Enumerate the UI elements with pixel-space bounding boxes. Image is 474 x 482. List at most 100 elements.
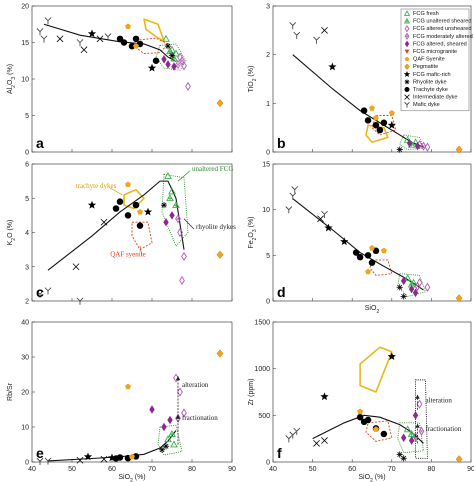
qaf-envelope: [359, 346, 393, 393]
annotation-label: trachyte dykes: [76, 182, 117, 190]
trachyte-envelope: [369, 259, 393, 276]
y-tick-label: 4: [25, 230, 29, 237]
point-fcg-fresh: [170, 440, 178, 448]
point-fcg-alt-unsh: [181, 251, 187, 262]
y-tick-label: 10: [21, 425, 29, 432]
point-fcg-alt-sh: [408, 284, 415, 294]
panel-f: 0 500 1000 1500 40 50 60 70 80 90 Zr (ppm) SiO2 (%)…: [248, 320, 474, 482]
point-trachyte: [364, 252, 372, 259]
point-inter: [313, 439, 320, 447]
y-tick-label: 20: [21, 4, 29, 11]
fcg-envelope: [157, 424, 183, 456]
annotation-leader: [183, 218, 195, 230]
point-fcg-unalt-sh: [172, 201, 180, 209]
point-pegmatite: [455, 145, 463, 154]
trend-line: [43, 23, 177, 62]
point-inter: [100, 218, 108, 226]
point-rhyolite: [396, 451, 403, 458]
point-inter: [56, 35, 64, 43]
point-mafic: [104, 33, 112, 41]
point-trachyte: [132, 35, 140, 43]
point-fcg-alt-sh: [406, 138, 413, 148]
point-rhyolite: [400, 293, 407, 300]
panel-a-letter: a: [36, 135, 44, 151]
point-inter: [317, 215, 324, 223]
point-fcg-mod-alt: [420, 141, 427, 151]
point-fcg-alt-sh: [401, 276, 407, 286]
panel-e-letter: e: [36, 445, 44, 461]
point-mafic-rich: [387, 352, 396, 361]
point-fcg-alt-unsh: [173, 373, 179, 383]
y-tick-label: 0: [25, 460, 29, 467]
y-tick-label: 5: [25, 113, 29, 120]
point-trachyte: [356, 253, 364, 261]
point-rhyolite: [396, 284, 403, 291]
x-tick-label: 40: [28, 466, 36, 473]
legend-fcg-alt-unsh-symbol: [404, 24, 410, 33]
point-qaf: [388, 109, 395, 116]
point-rhyolite: [396, 146, 403, 153]
point-fcg-fresh: [403, 425, 412, 433]
point-fcg-alt-sh: [412, 411, 419, 420]
panel-f-ylabel: Zr (ppm): [248, 379, 255, 406]
point-fcg-alt-sh: [408, 436, 415, 445]
point-inter: [80, 46, 88, 54]
point-mafic: [36, 28, 44, 36]
panel-d-frame: [272, 163, 472, 302]
y-tick-label: 15: [21, 40, 29, 47]
point-fcg-alt-unsh: [416, 399, 423, 409]
annotation-label: rhyolite dykes: [196, 223, 236, 231]
y-tick-label: 15: [262, 162, 270, 169]
point-mafic-rich: [107, 453, 117, 462]
point-trachyte: [116, 198, 124, 205]
y-tick-label: 3: [266, 4, 270, 11]
point-inter: [321, 437, 328, 444]
point-fcg-alt-sh: [171, 62, 177, 71]
point-fcg-alt-sh: [169, 211, 175, 220]
panel-c-ylabel: K2O (%): [7, 220, 17, 246]
legend-label: FCG altered unsheared: [413, 26, 471, 32]
point-mafic-rich: [83, 452, 93, 461]
point-qaf: [369, 244, 375, 251]
x-tick-label: 70: [388, 466, 396, 473]
point-qaf: [373, 114, 379, 121]
point-pegmatite: [455, 294, 463, 303]
point-fcg-fresh: [411, 138, 420, 146]
point-mafic-rich: [87, 29, 97, 38]
point-fcg-unalt-sh: [168, 429, 176, 437]
legend-micro-symbol: [404, 49, 410, 54]
point-inter: [72, 263, 80, 271]
annotation-label: fractionation: [425, 425, 461, 433]
point-fcg-alt-unsh: [181, 408, 187, 418]
point-fcg-alt-sh: [412, 288, 419, 298]
panel-d-letter: d: [277, 284, 286, 300]
point-fcg-alt-sh: [161, 55, 167, 64]
point-fcg-mod-alt: [414, 281, 421, 291]
panel-d: 0 5 10 15 Fe2O3 (%) SiO2 d: [248, 162, 472, 315]
point-fcg-fresh: [172, 49, 180, 57]
y-tick-label: 0: [266, 299, 270, 306]
point-trachyte: [372, 247, 380, 255]
point-mafic: [285, 435, 293, 443]
point-fcg-fresh: [403, 274, 412, 282]
trend-line: [47, 430, 177, 462]
annotation-leader: [109, 187, 123, 196]
point-trachyte: [352, 249, 360, 256]
y-tick-label: 5: [25, 196, 29, 203]
point-rhyolite: [164, 43, 172, 50]
legend-fcg-fresh-symbol: [403, 10, 411, 16]
point-pegmatite: [216, 250, 224, 259]
legend-mafic-symbol: [404, 102, 410, 108]
arrow-head: [415, 394, 420, 399]
point-mafic-rich: [143, 207, 153, 216]
point-fcg-fresh: [168, 187, 176, 195]
point-fcg-alt-unsh: [185, 81, 191, 91]
legend-label: Pegmatite: [413, 64, 438, 70]
point-mafic: [36, 457, 44, 466]
y-tick-label: 0: [25, 150, 29, 157]
y-tick-label: 30: [21, 355, 29, 362]
panel-f-frame: [272, 321, 472, 463]
point-fcg-alt-sh: [167, 415, 173, 425]
